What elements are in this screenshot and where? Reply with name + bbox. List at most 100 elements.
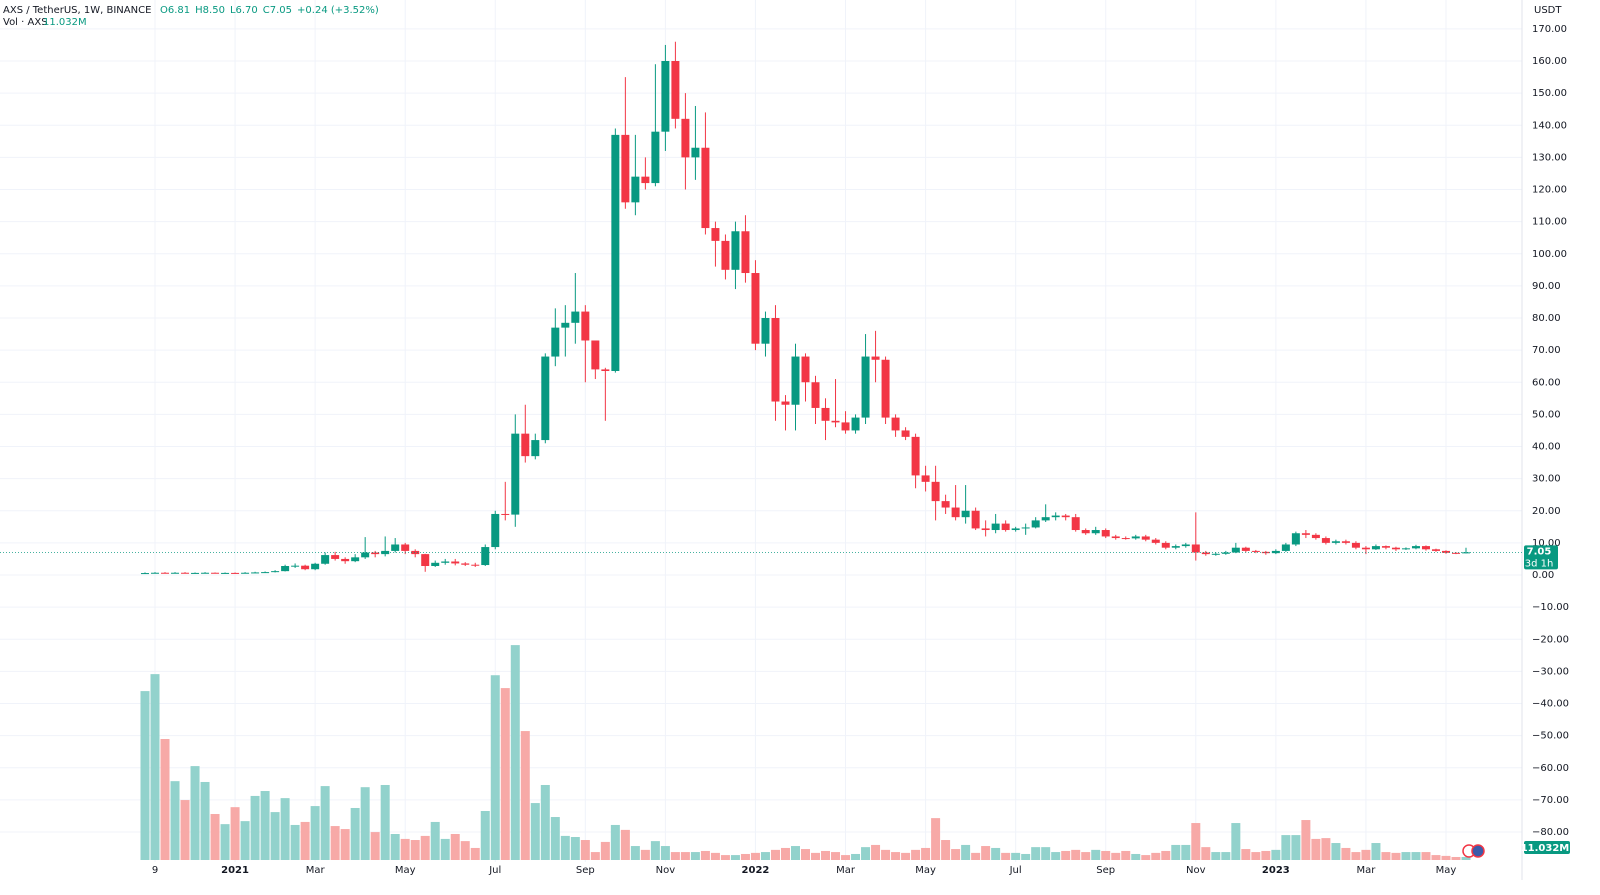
y-tick-label: 30.00 — [1532, 474, 1561, 485]
volume-bar — [1311, 838, 1321, 860]
volume-bar — [931, 818, 941, 860]
candle-body — [351, 557, 360, 562]
candle-body — [861, 356, 870, 418]
candle-body — [1091, 530, 1100, 534]
x-tick-label: May — [1436, 865, 1457, 876]
candle-body — [161, 572, 170, 574]
volume-bar — [1261, 850, 1271, 860]
volume-bar — [951, 849, 961, 860]
volume-bar — [490, 675, 500, 860]
candle-body — [211, 572, 220, 574]
volume-bar — [1021, 853, 1031, 860]
candle-body — [511, 433, 520, 515]
candle-body — [1401, 548, 1410, 550]
price-axis: 170.00 160.00 150.00 140.00 130.00 120.00 110.… — [1532, 24, 1569, 838]
candle-body — [981, 528, 990, 531]
candle-body — [1391, 547, 1400, 550]
volume-bar — [911, 849, 921, 860]
candle-body — [1351, 542, 1360, 548]
y-tick-label: 150.00 — [1532, 88, 1567, 99]
candle-body — [1031, 520, 1040, 528]
y-tick-label: −30.00 — [1532, 666, 1569, 677]
candle-body — [311, 563, 320, 570]
candle-body — [971, 510, 980, 529]
candle-body — [1311, 534, 1320, 539]
candle-body — [601, 369, 610, 372]
volume-bar — [310, 806, 320, 860]
candle-body — [1281, 544, 1290, 551]
candle-body — [1321, 538, 1330, 543]
volume-bar — [1421, 852, 1431, 860]
unit-label: USDT — [1534, 5, 1562, 16]
volume-bar — [660, 846, 670, 860]
y-tick-label: 110.00 — [1532, 217, 1567, 228]
volume-bar — [230, 807, 240, 860]
candle-body — [361, 552, 370, 558]
y-tick-label: 0.00 — [1532, 570, 1554, 581]
volume-bar — [220, 824, 230, 860]
volume-bar — [1001, 852, 1011, 860]
candle-body — [451, 561, 460, 564]
y-tick-label: −10.00 — [1532, 602, 1569, 613]
volume-bar — [881, 849, 891, 860]
candle-body — [901, 430, 910, 437]
volume-bar — [971, 852, 981, 860]
x-tick-label: Nov — [1186, 865, 1206, 876]
volume-bar — [350, 807, 360, 860]
y-tick-label: 170.00 — [1532, 24, 1567, 35]
volume-bar — [1191, 823, 1201, 860]
candle-body — [761, 318, 770, 344]
candle-body — [1421, 546, 1430, 550]
candle-body — [831, 420, 840, 423]
volume-bar — [140, 691, 150, 860]
x-tick-label: Mar — [836, 865, 856, 876]
volume-bar — [190, 766, 200, 860]
volume-bar — [550, 817, 560, 860]
candle-body — [1061, 515, 1070, 518]
candle-body — [1241, 547, 1250, 551]
y-tick-label: 100.00 — [1532, 249, 1567, 260]
volume-bar — [750, 852, 760, 860]
candle-body — [571, 311, 580, 323]
candle-body — [1441, 550, 1450, 553]
volume-bar — [690, 852, 700, 860]
y-tick-label: −20.00 — [1532, 634, 1569, 645]
candle-body — [561, 322, 570, 328]
volume-bar — [240, 821, 250, 860]
volume-bar — [410, 840, 420, 860]
candle-body — [181, 572, 190, 574]
volume-bar — [1111, 852, 1121, 860]
candle-body — [1071, 517, 1080, 531]
y-tick-label: 60.00 — [1532, 377, 1561, 388]
candle-body — [1451, 552, 1460, 554]
volume-bar — [780, 847, 790, 860]
volume-bar — [1251, 852, 1261, 860]
volume-bar — [450, 833, 460, 860]
y-tick-label: 40.00 — [1532, 442, 1561, 453]
volume-bar — [861, 847, 871, 860]
candle-body — [431, 562, 440, 567]
event-flag[interactable] — [1471, 844, 1485, 858]
candle-body — [491, 513, 500, 548]
candles — [141, 41, 1470, 575]
candle-body — [1371, 546, 1380, 550]
volume-bar — [770, 849, 780, 860]
close-label: C7.05 — [263, 5, 292, 16]
candle-body — [781, 401, 790, 405]
candle-body — [621, 134, 630, 203]
volume-bar — [1271, 849, 1281, 860]
candle-body — [1411, 546, 1420, 549]
volume-bar — [961, 844, 971, 860]
candle-body — [811, 382, 820, 408]
y-tick-label: −80.00 — [1532, 827, 1569, 838]
candle-body — [1041, 517, 1050, 521]
change-label: +0.24 (+3.52%) — [297, 5, 379, 16]
volume-bar — [360, 787, 370, 860]
candle-body — [1051, 515, 1060, 518]
volume-badge — [1524, 841, 1570, 854]
x-tick-label: 2023 — [1262, 865, 1290, 876]
volume-bar — [921, 847, 931, 860]
candle-body — [1431, 549, 1440, 551]
volume-bar — [250, 795, 260, 860]
volume-bar — [430, 821, 440, 860]
